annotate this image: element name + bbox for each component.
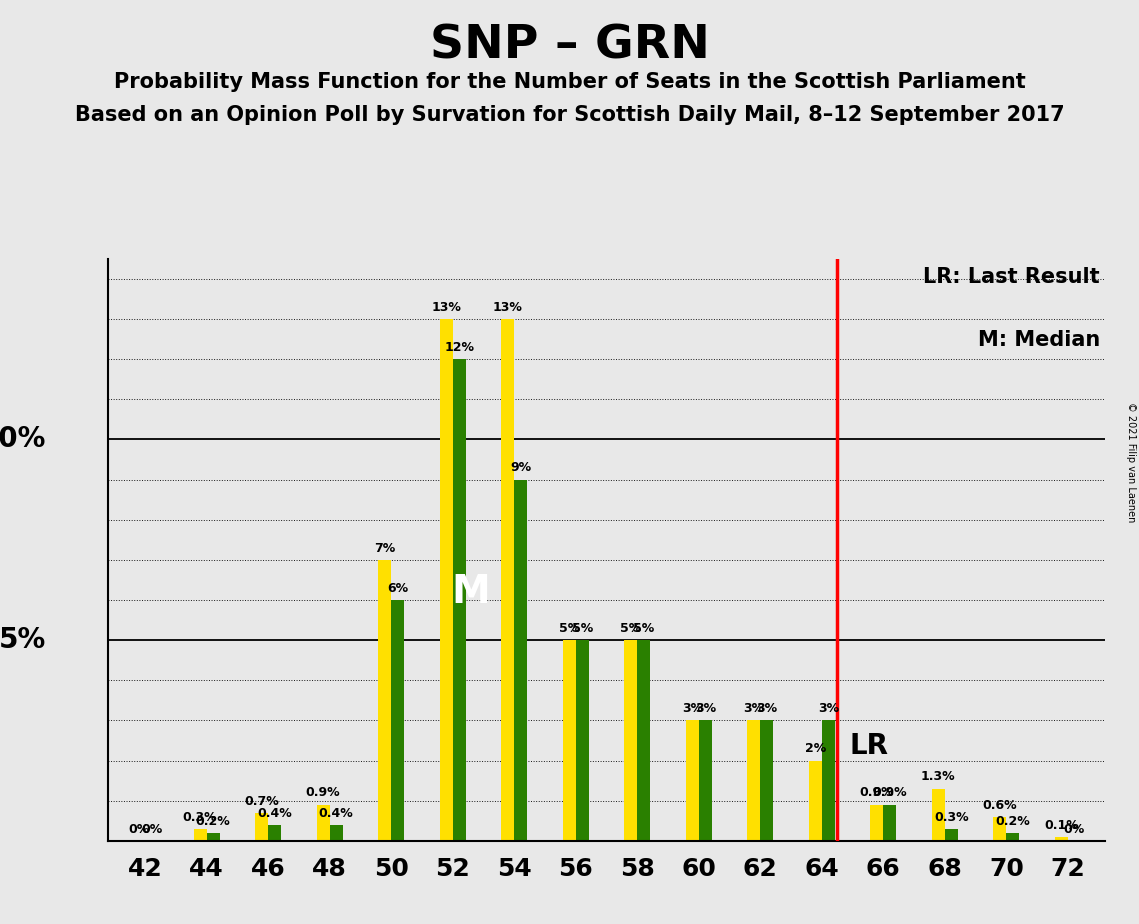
Text: 10%: 10%: [0, 425, 47, 454]
Text: 9%: 9%: [510, 461, 531, 474]
Bar: [747, 721, 761, 841]
Text: 0.7%: 0.7%: [244, 795, 279, 808]
Text: 3%: 3%: [744, 702, 764, 715]
Text: 3%: 3%: [818, 702, 839, 715]
Text: 5%: 5%: [620, 622, 641, 635]
Bar: [440, 319, 452, 841]
Text: SNP – GRN: SNP – GRN: [429, 23, 710, 68]
Text: 5%: 5%: [572, 622, 593, 635]
Bar: [993, 817, 1007, 841]
Bar: [638, 640, 650, 841]
Text: 2%: 2%: [804, 742, 826, 755]
Text: 0.3%: 0.3%: [182, 810, 218, 823]
Bar: [317, 805, 329, 841]
Bar: [452, 359, 466, 841]
Text: LR: Last Result: LR: Last Result: [924, 267, 1100, 287]
Text: 6%: 6%: [387, 582, 408, 595]
Bar: [268, 825, 281, 841]
Bar: [194, 829, 206, 841]
Text: 0%: 0%: [128, 822, 149, 835]
Text: 5%: 5%: [0, 626, 47, 654]
Text: 12%: 12%: [444, 341, 474, 354]
Text: LR: LR: [850, 733, 888, 760]
Text: 0.2%: 0.2%: [196, 815, 230, 828]
Bar: [575, 640, 589, 841]
Text: Probability Mass Function for the Number of Seats in the Scottish Parliament: Probability Mass Function for the Number…: [114, 72, 1025, 92]
Text: 0.2%: 0.2%: [995, 815, 1031, 828]
Bar: [945, 829, 958, 841]
Bar: [822, 721, 835, 841]
Bar: [514, 480, 527, 841]
Text: 7%: 7%: [374, 541, 395, 554]
Text: M: Median: M: Median: [977, 330, 1100, 350]
Text: 0.4%: 0.4%: [257, 807, 292, 820]
Text: 0%: 0%: [141, 822, 162, 835]
Bar: [255, 813, 268, 841]
Text: 0.9%: 0.9%: [872, 786, 907, 799]
Text: 3%: 3%: [756, 702, 778, 715]
Text: 3%: 3%: [695, 702, 716, 715]
Text: 5%: 5%: [558, 622, 580, 635]
Bar: [699, 721, 712, 841]
Bar: [932, 789, 945, 841]
Bar: [624, 640, 638, 841]
Text: 3%: 3%: [682, 702, 703, 715]
Bar: [329, 825, 343, 841]
Text: Based on an Opinion Poll by Survation for Scottish Daily Mail, 8–12 September 20: Based on an Opinion Poll by Survation fo…: [75, 105, 1064, 126]
Bar: [391, 600, 404, 841]
Text: 0.3%: 0.3%: [934, 810, 969, 823]
Text: M: M: [452, 573, 491, 611]
Bar: [378, 560, 391, 841]
Bar: [761, 721, 773, 841]
Bar: [1055, 837, 1068, 841]
Bar: [870, 805, 884, 841]
Text: 1.3%: 1.3%: [921, 771, 956, 784]
Text: 0.9%: 0.9%: [306, 786, 341, 799]
Text: 13%: 13%: [493, 300, 523, 314]
Bar: [501, 319, 514, 841]
Text: 5%: 5%: [633, 622, 655, 635]
Bar: [206, 833, 220, 841]
Bar: [563, 640, 575, 841]
Text: 0%: 0%: [1064, 822, 1085, 835]
Bar: [884, 805, 896, 841]
Text: 0.4%: 0.4%: [319, 807, 353, 820]
Bar: [1007, 833, 1019, 841]
Bar: [809, 760, 822, 841]
Text: 0.1%: 0.1%: [1044, 819, 1079, 832]
Text: © 2021 Filip van Laenen: © 2021 Filip van Laenen: [1125, 402, 1136, 522]
Text: 0.9%: 0.9%: [860, 786, 894, 799]
Text: 0.6%: 0.6%: [983, 798, 1017, 811]
Bar: [686, 721, 699, 841]
Text: 13%: 13%: [432, 300, 461, 314]
